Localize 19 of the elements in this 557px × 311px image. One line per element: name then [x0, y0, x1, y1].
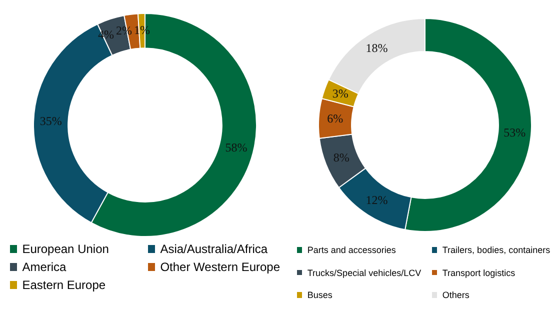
legend-label: European Union	[22, 242, 109, 256]
data-label: 18%	[366, 41, 388, 56]
legend-label: Other Western Europe	[160, 260, 280, 274]
data-label: 6%	[327, 112, 344, 126]
data-label: 53%	[504, 126, 526, 140]
data-label: 12%	[366, 193, 388, 208]
data-label: 58%	[225, 140, 248, 155]
legend-label: Parts and accessories	[307, 245, 396, 255]
legend-label: Asia/Australia/Africa	[160, 242, 268, 256]
legend-label: Transport logistics	[442, 268, 516, 278]
legend-label: America	[22, 260, 66, 274]
legend-label: Others	[442, 290, 470, 300]
data-label: 3%	[332, 86, 348, 101]
legend-label: Trucks/Special vehicles/LCV	[307, 268, 422, 278]
legend-label: Eastern Europe	[22, 278, 106, 292]
data-label: 35%	[40, 114, 62, 128]
legend-label: Buses	[307, 290, 332, 300]
data-label: 8%	[333, 150, 350, 164]
legend-label: Trailers, bodies, containers	[442, 245, 550, 255]
